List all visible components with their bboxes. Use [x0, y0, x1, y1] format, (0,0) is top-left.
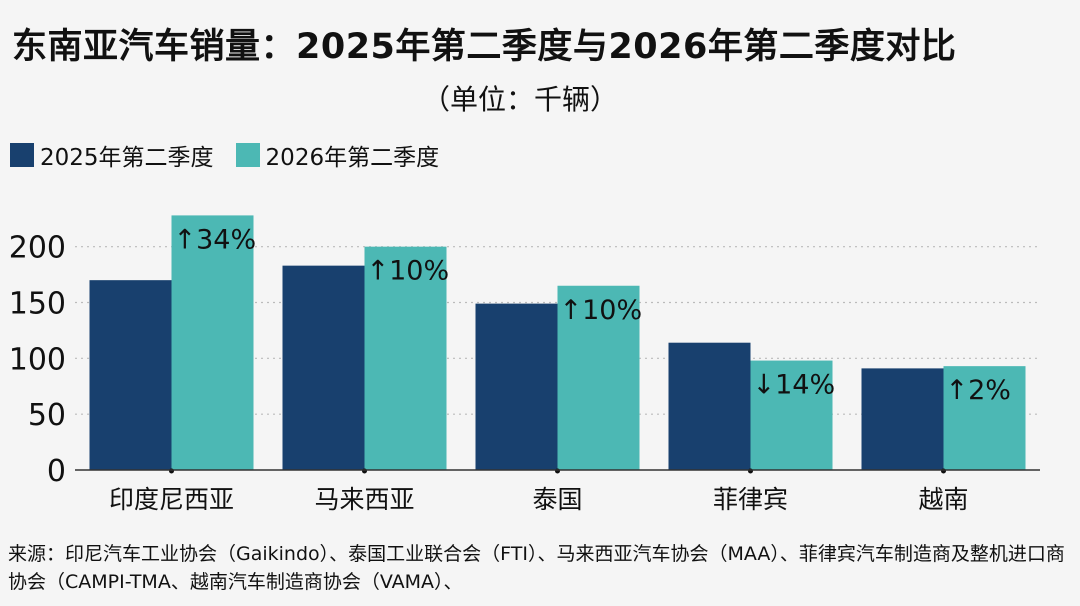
bar-2025	[861, 368, 944, 470]
bar-2026	[750, 360, 833, 470]
x-tick-label: 印度尼西亚	[109, 485, 234, 514]
bar-annotation: ↓14%	[753, 370, 836, 401]
bar-2025	[282, 265, 365, 470]
y-tick-label: 0	[47, 454, 66, 489]
bar-2026	[364, 246, 447, 470]
x-tick-label: 马来西亚	[314, 485, 414, 514]
x-tick-label: 越南	[918, 485, 968, 514]
legend-label-2026: 2026年第二季度	[265, 145, 440, 171]
y-tick-label: 100	[9, 342, 66, 377]
legend-label-2025: 2025年第二季度	[40, 145, 214, 171]
x-tick-label: 泰国	[532, 485, 582, 514]
bar-2025	[89, 280, 172, 470]
legend-swatch-2025	[10, 143, 34, 167]
x-tick-label: 菲律宾	[713, 485, 788, 514]
legend-swatch-2026	[235, 143, 260, 167]
bar-2025	[475, 303, 558, 470]
bar-annotation: ↑34%	[174, 224, 257, 255]
legend: 2025年第二季度 2026年第二季度	[10, 138, 461, 172]
legend-item-2026: 2026年第二季度	[235, 138, 440, 172]
bar-chart: 0 50 100 150 200 ↑34% 印度尼西亚 ↑10% 马来西亚 ↑10% 泰国 ↓14% 菲…	[9, 215, 1040, 514]
bar-annotation: ↑2%	[946, 375, 1011, 406]
bar-annotation: ↑10%	[560, 295, 643, 326]
bar-2025	[668, 342, 751, 470]
bar-2026	[943, 366, 1026, 470]
chart-title: 东南亚汽车销量：2025年第二季度与2026年第二季度对比	[12, 27, 957, 67]
chart-subtitle: （单位：千辆）	[421, 83, 618, 116]
source-note: 来源：印尼汽车工业协会（Gaikindo）、泰国工业联合会（FTI）、马来西亚汽…	[8, 543, 1065, 593]
y-tick-label: 150	[9, 287, 66, 322]
y-tick-label: 200	[9, 231, 66, 266]
y-tick-label: 50	[28, 398, 66, 433]
legend-item-2025: 2025年第二季度	[10, 138, 214, 172]
bar-2026	[557, 285, 640, 470]
bar-annotation: ↑10%	[367, 256, 450, 287]
bar-2026	[171, 215, 254, 470]
